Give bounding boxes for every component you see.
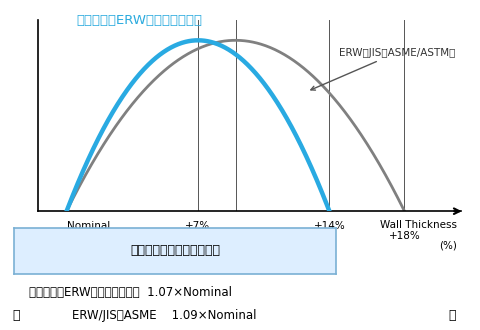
- Text: +7%: +7%: [185, 221, 211, 231]
- Text: +9%: +9%: [223, 231, 248, 241]
- Text: Wall Thickness: Wall Thickness: [380, 220, 457, 230]
- Text: 日本製鉄のERWボイラチューブ: 日本製鉄のERWボイラチューブ: [76, 14, 202, 27]
- Text: 日本製鉄のERWボイラチューブ  1.07×Nominal: 日本製鉄のERWボイラチューブ 1.07×Nominal: [29, 285, 232, 299]
- Text: +18%: +18%: [389, 231, 420, 241]
- Text: +14%: +14%: [313, 221, 345, 231]
- Text: チューブ質量増し率低減例: チューブ質量増し率低減例: [130, 244, 220, 257]
- Text: ）: ）: [448, 309, 456, 322]
- Text: Nominal: Nominal: [67, 221, 110, 231]
- Text: ERW（JIS、ASME/ASTM）: ERW（JIS、ASME/ASTM）: [311, 48, 455, 90]
- Text: ERW/JIS、ASME    1.09×Nominal: ERW/JIS、ASME 1.09×Nominal: [72, 309, 256, 322]
- Text: （: （: [12, 309, 20, 322]
- Text: (%): (%): [439, 240, 457, 250]
